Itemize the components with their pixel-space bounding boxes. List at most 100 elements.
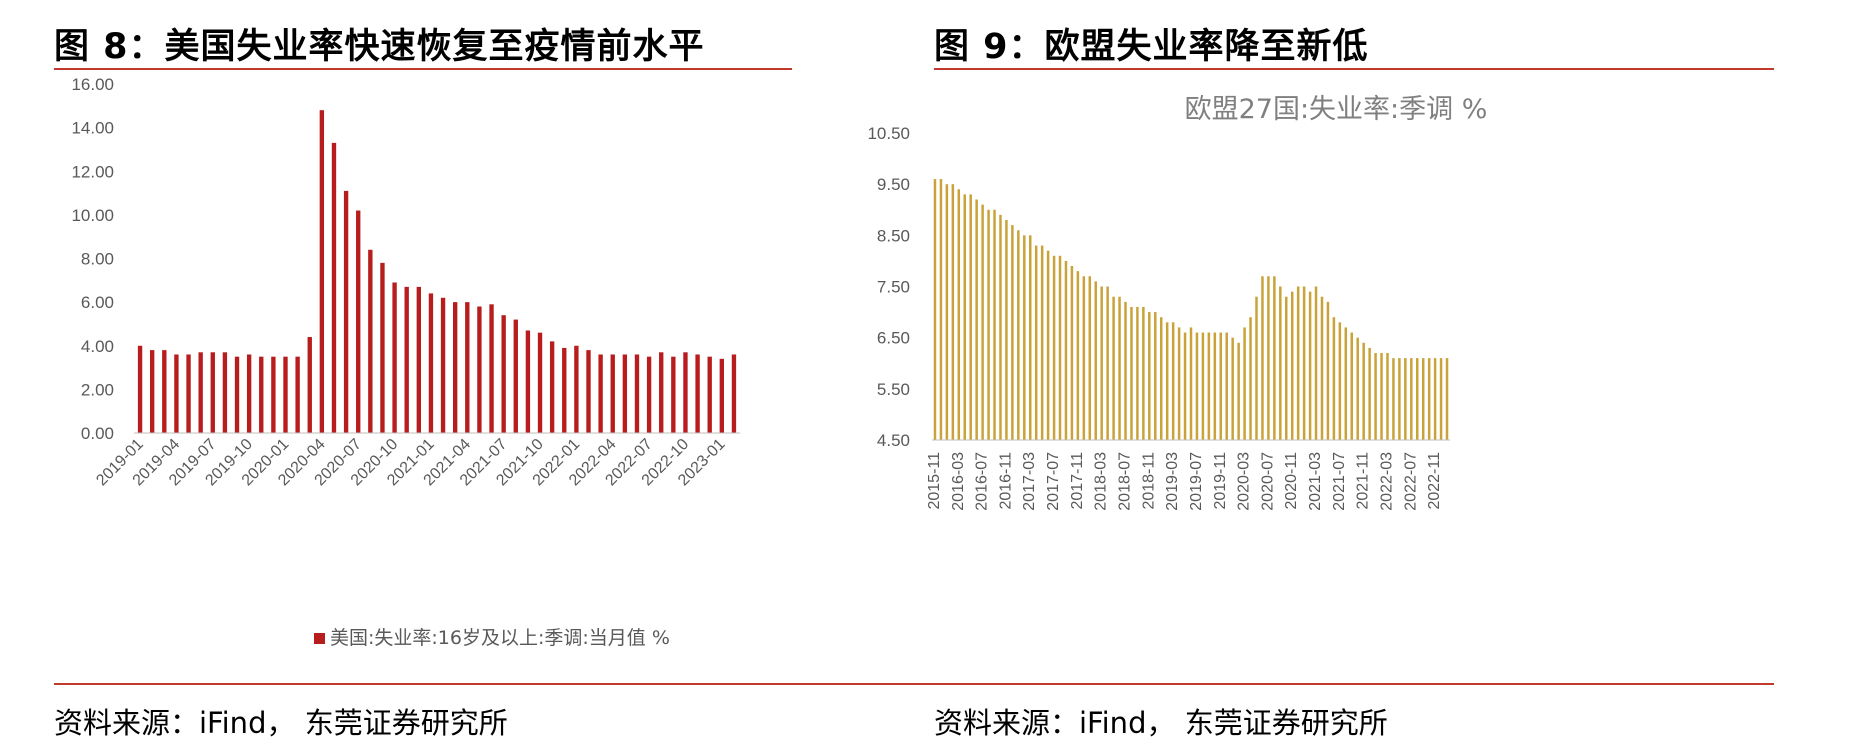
top-rule	[54, 68, 792, 70]
bar	[1285, 296, 1288, 440]
bar	[1332, 317, 1336, 440]
bar	[356, 210, 361, 433]
y-tick-label: 7.50	[877, 278, 910, 297]
bar	[1088, 276, 1092, 440]
bar	[1100, 286, 1103, 440]
top-rule	[934, 68, 1774, 70]
y-tick-label: 6.00	[81, 293, 114, 312]
bar	[933, 179, 937, 441]
bar	[586, 350, 591, 433]
x-tick-label: 2019-11	[1212, 452, 1229, 510]
bar	[646, 356, 652, 433]
bars	[933, 179, 1449, 441]
figure-9-title: 图 9：欧盟失业率降至新低	[934, 27, 1369, 67]
bar	[1142, 306, 1145, 440]
x-tick-label: 2022-07	[1402, 452, 1419, 511]
bar	[525, 330, 531, 433]
bar	[404, 286, 409, 433]
x-tick-label: 2018-03	[1093, 452, 1110, 511]
bar	[1177, 327, 1181, 440]
bar	[1267, 276, 1270, 440]
bar	[683, 352, 688, 433]
bar	[1273, 276, 1276, 440]
bar	[598, 354, 603, 433]
legend-swatch	[314, 633, 325, 644]
bar	[1017, 230, 1020, 440]
bar	[1165, 322, 1169, 440]
bar	[295, 356, 300, 433]
x-tick-label: 2016-07	[974, 452, 991, 511]
bar	[343, 190, 349, 433]
bar	[1136, 306, 1139, 440]
bar	[1380, 353, 1383, 440]
bar	[1439, 358, 1443, 440]
y-tick-label: 16.00	[71, 75, 114, 94]
x-tick-label: 2016-03	[950, 452, 967, 511]
chart-title: 欧盟27国:失业率:季调 %	[1185, 94, 1488, 125]
y-tick-label: 8.00	[81, 250, 114, 269]
bar	[1433, 358, 1437, 440]
bar	[957, 189, 961, 440]
bar	[634, 354, 640, 433]
bar	[719, 358, 724, 433]
x-tick-label: 2017-03	[1021, 452, 1038, 511]
y-tick-label: 0.00	[81, 424, 114, 443]
bar	[186, 354, 191, 433]
bar	[574, 345, 579, 433]
bar	[562, 347, 567, 433]
bar	[659, 352, 664, 433]
bar	[319, 110, 325, 434]
bar	[1112, 296, 1115, 440]
bar	[1302, 286, 1306, 440]
bar	[1404, 358, 1407, 440]
y-tick-label: 9.50	[877, 175, 910, 194]
x-tick-label: 2022-11	[1426, 452, 1443, 510]
bar	[987, 209, 990, 440]
bar	[969, 194, 972, 440]
bar	[1046, 250, 1050, 440]
x-tick-label: 2020-07	[1259, 452, 1276, 511]
bar	[1421, 358, 1425, 440]
bar	[1338, 322, 1342, 440]
bar	[1410, 358, 1413, 440]
bar	[465, 302, 470, 434]
bar	[610, 354, 615, 433]
x-tick-label: 2018-11	[1140, 452, 1157, 510]
x-tick-label: 2019-07	[1188, 452, 1205, 511]
x-axis-ticks: 2019-012019-042019-072019-102020-012020-…	[93, 436, 728, 490]
y-tick-label: 14.00	[71, 119, 114, 138]
y-tick-label: 5.50	[877, 380, 910, 399]
bar	[489, 304, 494, 433]
bar	[1189, 327, 1193, 440]
x-tick-label: 2020-11	[1283, 452, 1300, 510]
x-tick-label: 2017-11	[1069, 452, 1086, 510]
bar	[951, 184, 955, 440]
y-axis-ticks: 0.00 2.00 4.00 6.00 8.00 10.00 12.00 14.00 16.00	[71, 75, 114, 443]
bottom-rule	[54, 683, 1774, 685]
bar	[1243, 327, 1246, 440]
bar	[174, 354, 179, 433]
bar	[1362, 342, 1365, 440]
x-tick-label: 2021-07	[1331, 452, 1348, 511]
bar	[453, 302, 458, 434]
bar	[440, 297, 446, 433]
bar	[1028, 235, 1032, 440]
bar	[1427, 358, 1431, 440]
bar	[1154, 312, 1157, 440]
bar	[1231, 337, 1234, 440]
bar	[307, 337, 312, 433]
bar	[1225, 332, 1228, 440]
bar	[1350, 332, 1354, 440]
bar	[162, 350, 167, 433]
y-axis-ticks: 4.50 5.50 6.50 7.50 8.50 9.50 10.50	[867, 124, 910, 450]
bar	[234, 356, 240, 433]
bar	[501, 315, 506, 433]
legend: 美国:失业率:16岁及以上:季调:当月值 %	[314, 627, 670, 649]
y-tick-label: 12.00	[71, 162, 114, 181]
eu-unemployment-chart: 欧盟27国:失业率:季调 % 4.50 5.50 6.50 7.50 8.50 9.50 1…	[867, 94, 1488, 511]
bar	[1058, 255, 1062, 440]
bar	[1392, 358, 1395, 440]
bar	[416, 286, 421, 433]
bar	[392, 282, 397, 433]
bar	[1195, 332, 1199, 440]
